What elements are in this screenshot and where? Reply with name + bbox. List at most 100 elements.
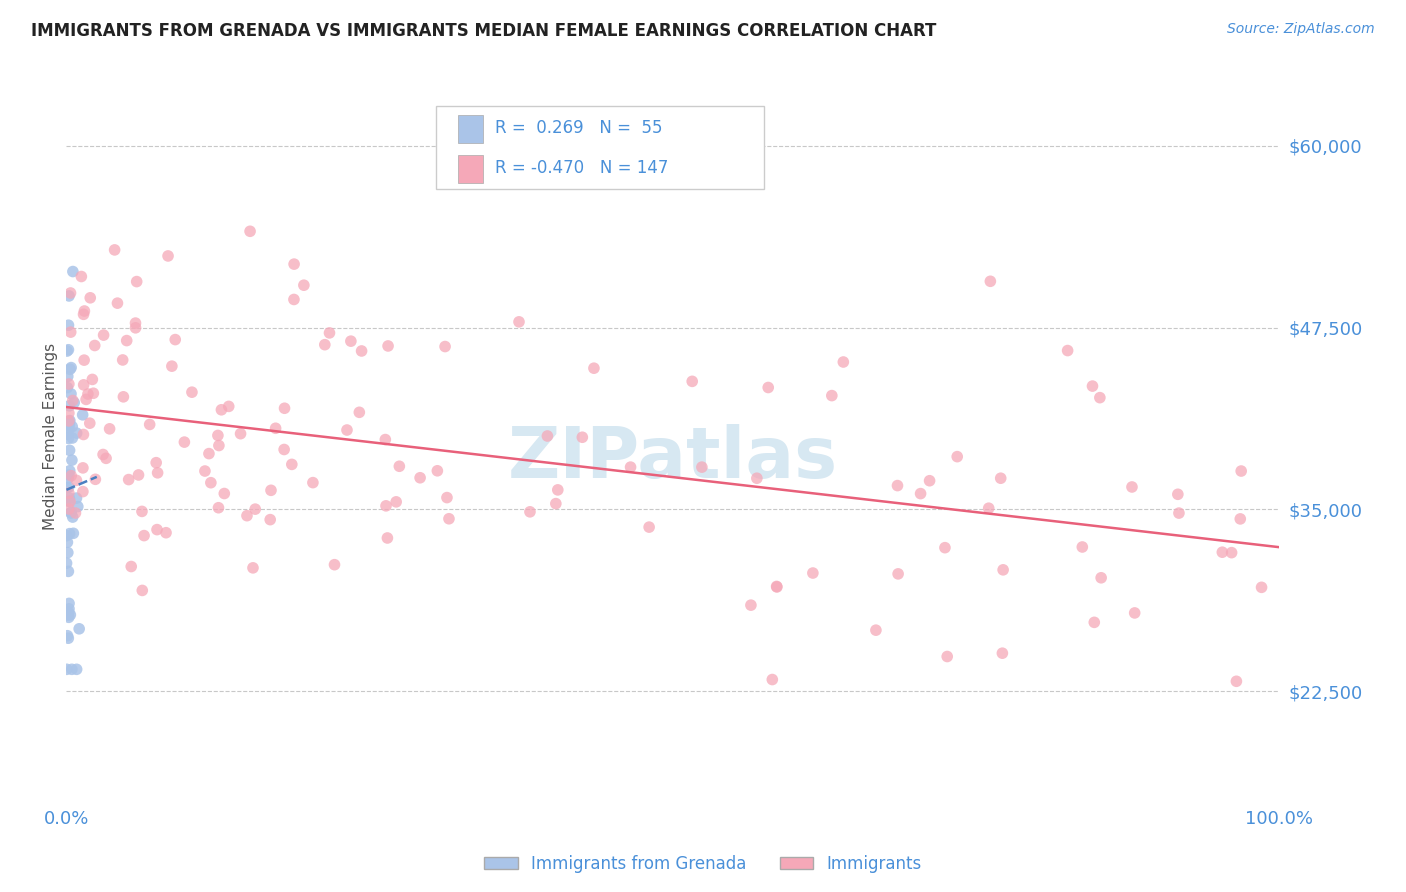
Point xyxy=(82,372,104,386)
Point xyxy=(936,649,959,664)
Point xyxy=(229,426,252,441)
Point xyxy=(350,343,373,358)
Point xyxy=(214,486,236,500)
Point xyxy=(1225,674,1247,689)
Point xyxy=(766,580,789,594)
Point xyxy=(84,472,107,486)
Point xyxy=(218,400,240,414)
Point xyxy=(145,456,167,470)
Point xyxy=(434,340,457,354)
Point xyxy=(1168,506,1191,520)
Point xyxy=(979,274,1001,288)
Point xyxy=(292,278,315,293)
Point xyxy=(1056,343,1078,358)
Point xyxy=(72,427,94,442)
Point xyxy=(801,566,824,580)
Point xyxy=(209,402,232,417)
Point xyxy=(66,426,89,441)
Point xyxy=(1250,580,1272,594)
Point xyxy=(374,433,396,447)
Point xyxy=(79,416,101,430)
Point xyxy=(887,566,910,581)
Point xyxy=(1230,464,1253,478)
Point xyxy=(409,471,432,485)
Point xyxy=(58,421,80,435)
Point xyxy=(821,388,844,402)
Point xyxy=(93,328,115,343)
Point xyxy=(544,497,567,511)
Point xyxy=(131,504,153,518)
Point xyxy=(318,326,340,340)
Point xyxy=(918,474,941,488)
Point xyxy=(72,408,94,422)
Point xyxy=(58,502,80,516)
Point xyxy=(977,501,1000,516)
Point xyxy=(740,598,762,612)
Point xyxy=(146,523,169,537)
Point xyxy=(59,494,82,508)
Point xyxy=(377,531,399,545)
Point xyxy=(132,528,155,542)
Point xyxy=(55,529,77,543)
Point xyxy=(58,468,80,483)
Point xyxy=(155,525,177,540)
Point xyxy=(323,558,346,572)
Point xyxy=(58,486,80,500)
Point xyxy=(58,610,80,624)
Point xyxy=(60,506,83,520)
Point xyxy=(1220,546,1243,560)
Point xyxy=(239,224,262,238)
Point xyxy=(73,304,96,318)
Point xyxy=(58,414,80,428)
Point xyxy=(56,344,79,359)
Point xyxy=(56,608,79,623)
Point xyxy=(582,361,605,376)
Point xyxy=(91,448,114,462)
Point xyxy=(115,334,138,348)
Point xyxy=(157,249,180,263)
Point xyxy=(207,428,229,442)
Point xyxy=(58,417,80,432)
Point xyxy=(104,243,127,257)
Point xyxy=(58,632,80,646)
Point xyxy=(59,607,82,622)
Point xyxy=(59,387,82,401)
Point xyxy=(756,380,779,394)
Point xyxy=(1229,512,1251,526)
Point xyxy=(59,325,82,339)
Point xyxy=(59,285,82,300)
Point xyxy=(934,541,956,555)
Point xyxy=(765,579,787,593)
Point xyxy=(118,473,141,487)
Point xyxy=(59,362,82,376)
Point xyxy=(62,393,84,408)
Point xyxy=(173,435,195,450)
Point xyxy=(72,484,94,499)
Point xyxy=(198,447,221,461)
Point xyxy=(1121,480,1143,494)
Point xyxy=(73,353,96,368)
Point xyxy=(56,369,79,384)
Point xyxy=(236,508,259,523)
Point xyxy=(260,483,283,498)
Text: ZIPatlas: ZIPatlas xyxy=(508,424,838,493)
Point xyxy=(72,461,94,475)
Point xyxy=(98,422,121,436)
Text: R =  0.269   N =  55: R = 0.269 N = 55 xyxy=(495,119,662,136)
Point xyxy=(120,559,142,574)
Point xyxy=(77,387,100,401)
Point xyxy=(124,316,146,330)
Point xyxy=(65,474,87,488)
Point xyxy=(519,505,541,519)
FancyBboxPatch shape xyxy=(458,155,484,183)
Point xyxy=(58,480,80,494)
Point xyxy=(283,257,305,271)
Point xyxy=(388,459,411,474)
Point xyxy=(58,565,80,579)
Point xyxy=(58,602,80,616)
Point xyxy=(56,381,79,395)
Point xyxy=(58,606,80,620)
Point xyxy=(56,535,79,549)
Point xyxy=(761,673,783,687)
Point xyxy=(302,475,325,490)
